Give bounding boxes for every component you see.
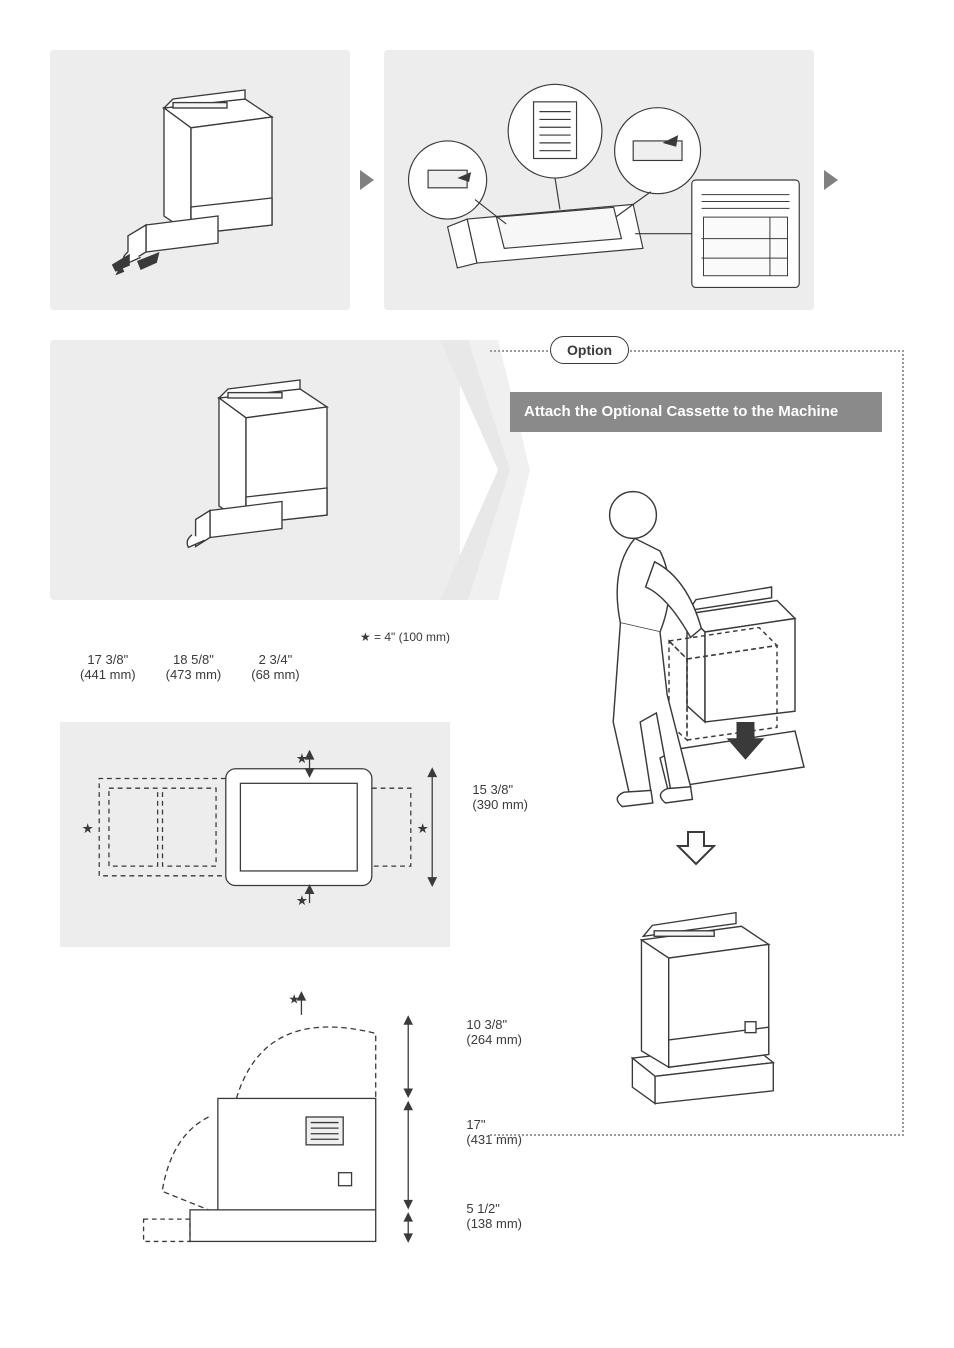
side-elevation-diagram: ★ 10 3/8" (264 mm) 17" (431 mm) <box>60 977 450 1252</box>
svg-text:★: ★ <box>82 821 94 836</box>
step-panel-2 <box>384 50 814 310</box>
svg-text:★: ★ <box>417 821 429 836</box>
footprint-diagram: ★ ★ ★ ★ 15 3/8" (390 mm) <box>60 722 450 947</box>
arrow-right-icon <box>360 170 374 190</box>
option-section: Option Attach the Optional Cassette to t… <box>490 350 904 1136</box>
step-row-1 <box>50 50 904 310</box>
dim-label: 18 5/8"(473 mm) <box>166 652 222 682</box>
svg-text:★: ★ <box>296 893 308 908</box>
printer-on-cassette-illustration <box>596 884 796 1114</box>
printer-insert-tray-illustration <box>165 370 345 570</box>
arrow-right-icon <box>824 170 838 190</box>
dim-label: 5 1/2" (138 mm) <box>466 1201 522 1231</box>
option-badge: Option <box>550 336 629 364</box>
tray-detail-illustration <box>389 60 809 300</box>
option-body <box>510 452 882 1114</box>
dim-label: 17 3/8"(441 mm) <box>80 652 136 682</box>
down-arrow-icon <box>676 830 716 866</box>
top-dimension-labels: 17 3/8"(441 mm) 18 5/8"(473 mm) 2 3/4"(6… <box>60 652 450 682</box>
step-panel-1 <box>50 50 350 310</box>
star-legend: ★ = 4" (100 mm) <box>60 630 450 644</box>
person-lifting-printer-illustration <box>566 452 826 812</box>
right-column: Option Attach the Optional Cassette to t… <box>490 340 904 1136</box>
footprint-top-view: ★ ★ ★ ★ <box>70 742 440 922</box>
lower-row: ★ = 4" (100 mm) 17 3/8"(441 mm) 18 5/8"(… <box>50 340 904 1262</box>
printer-side-view: ★ <box>60 987 450 1247</box>
dim-label: 2 3/4"(68 mm) <box>251 652 299 682</box>
left-column: ★ = 4" (100 mm) 17 3/8"(441 mm) 18 5/8"(… <box>50 340 460 1262</box>
printer-pull-tray-illustration <box>110 80 290 280</box>
option-title: Attach the Optional Cassette to the Mach… <box>510 392 882 432</box>
step-panel-3 <box>50 340 460 600</box>
dimensions-panel: ★ = 4" (100 mm) 17 3/8"(441 mm) 18 5/8"(… <box>50 620 460 1262</box>
